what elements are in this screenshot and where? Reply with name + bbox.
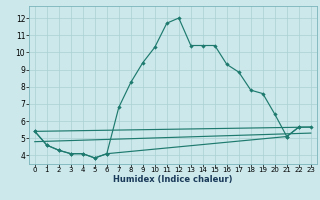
X-axis label: Humidex (Indice chaleur): Humidex (Indice chaleur) (113, 175, 233, 184)
